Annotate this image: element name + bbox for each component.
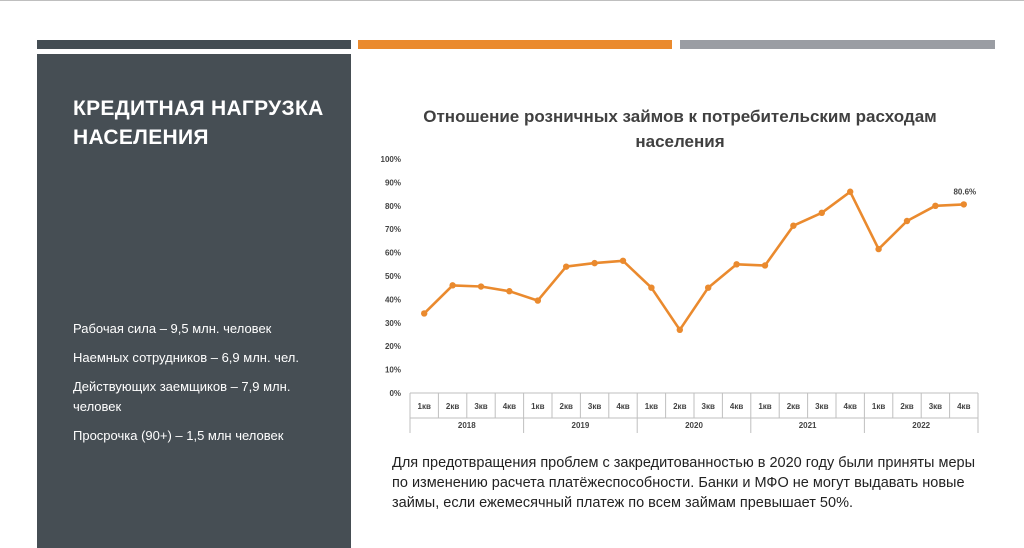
y-tick-label: 50% (385, 272, 401, 281)
data-point (676, 326, 683, 334)
x-tick-label-quarter: 2кв (900, 402, 913, 411)
data-point (477, 283, 485, 290)
chart-title: Отношение розничных займов к потребитель… (423, 107, 937, 151)
header-stripe-grey (680, 40, 995, 49)
data-point (733, 261, 740, 268)
x-tick-label-quarter: 4кв (844, 402, 857, 411)
y-tick-label: 100% (381, 155, 401, 164)
fact-overdue: Просрочка (90+) – 1,5 млн человек (73, 428, 284, 443)
policy-note: Для предотвращения проблем с закредитова… (392, 455, 976, 511)
data-point (534, 297, 541, 304)
loan-ratio-line-chart: 0% 10% 20% 30% 40% 50% 60% 70% 80% 90% 100% 1кв 2кв 3… (381, 155, 979, 433)
x-tick-label-year: 2020 (685, 421, 703, 430)
x-tick-label-year: 2021 (799, 421, 817, 430)
fact-labor-force: Рабочая сила – 9,5 млн. человек (73, 321, 272, 336)
y-tick-label: 30% (385, 319, 401, 328)
x-tick-label-quarter: 3кв (702, 402, 715, 411)
data-point (847, 188, 854, 195)
data-point (790, 222, 797, 229)
data-point (903, 217, 911, 225)
y-tick-label: 80% (385, 202, 401, 211)
x-tick-label-quarter: 3кв (588, 402, 601, 411)
y-tick-label: 70% (385, 225, 401, 234)
data-point (960, 201, 967, 208)
x-tick-label-quarter: 4кв (503, 402, 516, 411)
data-point (421, 310, 428, 317)
data-point (818, 209, 825, 217)
series-line (423, 190, 964, 332)
data-point (619, 257, 627, 264)
y-tick-label: 20% (385, 342, 401, 351)
x-tick-label-quarter: 3кв (815, 402, 828, 411)
x-tick-label-year: 2018 (458, 421, 476, 430)
data-point (705, 284, 712, 291)
fact-borrowers: Действующих заемщиков – 7,9 млн. человек (73, 379, 291, 414)
y-tick-label: 0% (389, 389, 401, 398)
x-tick-label-quarter: 2кв (787, 402, 800, 411)
facts-list: Рабочая сила – 9,5 млн. человек Наемных … (73, 319, 328, 455)
y-tick-label: 60% (385, 249, 401, 258)
x-tick-label-quarter: 4кв (616, 402, 629, 411)
x-tick-label-quarter: 1кв (645, 402, 658, 411)
data-point (761, 262, 769, 269)
x-tick-label-quarter: 2кв (560, 402, 573, 411)
data-point (648, 284, 655, 291)
x-tick-label-quarter: 1кв (872, 402, 885, 411)
info-panel: КРЕДИТНАЯ НАГРУЗКА НАСЕЛЕНИЯ Рабочая сил… (37, 54, 351, 548)
data-point (932, 202, 939, 209)
x-tick-label-year: 2022 (912, 421, 930, 430)
y-tick-label: 90% (385, 178, 401, 187)
data-point (449, 282, 456, 289)
y-tick-label: 40% (385, 295, 401, 304)
data-point (591, 259, 598, 267)
header-stripe-orange (358, 40, 672, 49)
y-tick-label: 10% (385, 366, 401, 375)
slide-title: КРЕДИТНАЯ НАГРУЗКА НАСЕЛЕНИЯ (73, 97, 324, 149)
x-tick-label-quarter: 2кв (673, 402, 686, 411)
data-point (506, 288, 513, 295)
data-point (563, 263, 570, 270)
top-divider (0, 0, 1024, 1)
x-tick-label-quarter: 4кв (957, 402, 970, 411)
x-tick-label-quarter: 3кв (929, 402, 942, 411)
header-stripe-dark (37, 40, 351, 49)
x-tick-label-quarter: 1кв (758, 402, 771, 411)
x-tick-label-quarter: 1кв (531, 402, 544, 411)
data-point (875, 245, 882, 253)
x-tick-label-quarter: 4кв (730, 402, 743, 411)
x-tick-label-quarter: 1кв (418, 402, 431, 411)
x-tick-label-quarter: 2кв (446, 402, 459, 411)
x-tick-label-year: 2019 (572, 421, 590, 430)
data-label: 80.6% (953, 187, 976, 196)
x-tick-label-quarter: 3кв (474, 402, 487, 411)
fact-employees: Наемных сотрудников – 6,9 млн. чел. (73, 350, 299, 365)
